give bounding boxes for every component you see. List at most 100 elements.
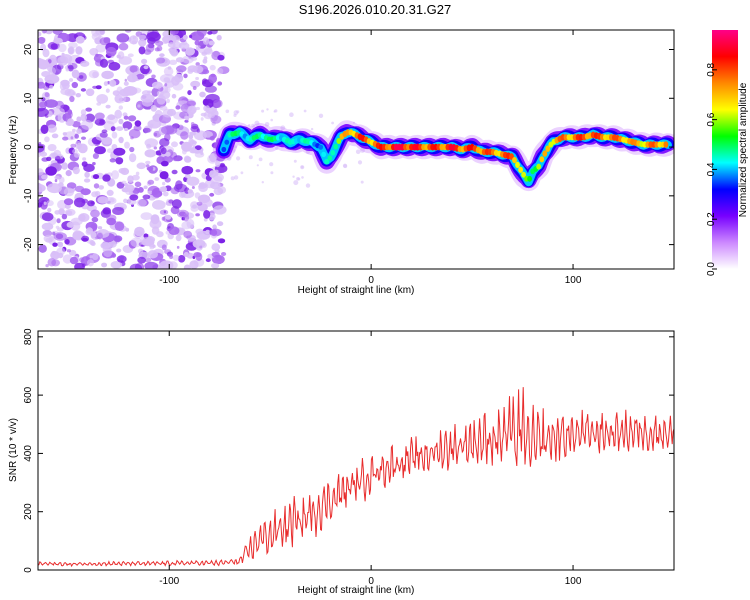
noise-blob bbox=[138, 46, 146, 55]
ridge-cell bbox=[318, 144, 324, 150]
x-tick-label: -100 bbox=[159, 275, 179, 286]
noise-blob bbox=[142, 194, 151, 200]
noise-blob bbox=[54, 155, 61, 163]
noise-blob bbox=[143, 65, 149, 70]
noise-blob bbox=[94, 146, 106, 155]
noise-blob bbox=[179, 191, 186, 198]
noise-blob bbox=[123, 86, 138, 96]
noise-blob bbox=[95, 85, 102, 90]
noise-blob bbox=[58, 43, 67, 53]
noise-blob bbox=[106, 217, 117, 226]
noise-blob bbox=[116, 33, 130, 43]
noise-blob bbox=[72, 92, 76, 96]
noise-blob bbox=[192, 65, 204, 74]
noise-blob bbox=[178, 42, 190, 50]
noise-blob bbox=[44, 92, 50, 98]
noise-blob bbox=[52, 242, 58, 247]
noise-blob bbox=[195, 245, 203, 251]
noise-blob bbox=[204, 85, 217, 93]
noise-blob bbox=[92, 174, 100, 180]
noise-blob bbox=[161, 125, 175, 135]
noise-blob bbox=[182, 34, 188, 40]
noise-blob bbox=[70, 136, 74, 140]
noise-blob bbox=[201, 69, 210, 75]
ridge-cell bbox=[330, 150, 336, 156]
noise-blob bbox=[94, 112, 105, 120]
noise-blob bbox=[360, 180, 364, 184]
ridge-cell bbox=[663, 141, 669, 148]
x-tick-label: 0 bbox=[368, 275, 374, 286]
noise-blob bbox=[102, 207, 111, 215]
colorbar: 0.0 0.2 0.4 0.6 0.8 Normalized spectral ampl… bbox=[706, 30, 749, 276]
noise-blob bbox=[195, 46, 200, 51]
noise-blob bbox=[184, 115, 189, 120]
noise-blob bbox=[54, 210, 60, 215]
noise-blob bbox=[124, 30, 132, 33]
noise-blob bbox=[261, 181, 264, 184]
noise-blob bbox=[136, 199, 147, 207]
signal-ridge bbox=[212, 120, 674, 192]
noise-blob bbox=[193, 252, 202, 258]
noise-blob bbox=[55, 225, 60, 229]
noise-blob bbox=[95, 44, 107, 53]
noise-blob bbox=[183, 264, 191, 269]
noise-blob bbox=[122, 121, 133, 130]
noise-blob bbox=[47, 258, 57, 267]
noise-blob bbox=[51, 133, 59, 139]
noise-blob bbox=[124, 184, 135, 193]
noise-blob bbox=[63, 187, 75, 197]
noise-blob bbox=[194, 192, 201, 199]
noise-blob bbox=[75, 46, 83, 55]
noise-blob bbox=[137, 256, 146, 264]
ridge-cell bbox=[224, 139, 230, 145]
noise-blob bbox=[190, 80, 201, 88]
ridge-cell bbox=[542, 150, 548, 157]
noise-blob bbox=[212, 224, 217, 230]
noise-blob bbox=[150, 214, 160, 225]
noise-blob bbox=[221, 252, 227, 256]
noise-blob bbox=[151, 187, 162, 198]
noise-blob bbox=[154, 47, 160, 52]
noise-blob bbox=[57, 243, 64, 248]
x-tick-label: 0 bbox=[368, 576, 374, 587]
noise-blob bbox=[110, 261, 123, 269]
noise-blob bbox=[136, 162, 147, 170]
noise-blob bbox=[68, 42, 78, 49]
y-tick-label: -20 bbox=[23, 237, 34, 252]
noise-blob bbox=[216, 67, 224, 75]
noise-blob bbox=[162, 181, 166, 186]
noise-blob bbox=[156, 231, 164, 238]
noise-blob bbox=[96, 94, 109, 104]
noise-blob bbox=[200, 117, 204, 121]
noise-blob bbox=[134, 226, 145, 237]
noise-blob bbox=[215, 255, 223, 262]
noise-blob bbox=[38, 168, 44, 176]
noise-blob bbox=[78, 213, 90, 222]
noise-blob bbox=[273, 110, 276, 113]
noise-blob bbox=[96, 232, 103, 240]
ridge-cell bbox=[336, 138, 342, 144]
noise-blob bbox=[105, 88, 110, 93]
noise-blob bbox=[140, 212, 153, 221]
noise-blob bbox=[124, 141, 130, 149]
noise-blob bbox=[184, 119, 189, 123]
noise-blob bbox=[92, 162, 96, 166]
noise-blob bbox=[84, 171, 90, 178]
noise-blob bbox=[280, 125, 286, 131]
noise-blob bbox=[72, 230, 83, 240]
noise-blob bbox=[172, 34, 181, 43]
noise-blob bbox=[181, 165, 194, 175]
noise-blob bbox=[149, 123, 154, 128]
ridge-cell bbox=[221, 146, 227, 153]
noise-blob bbox=[109, 158, 116, 163]
ridge-cell bbox=[333, 143, 339, 150]
noise-blob bbox=[176, 65, 187, 73]
noise-blob bbox=[240, 171, 244, 175]
noise-blob bbox=[85, 88, 95, 97]
ridge-cell bbox=[539, 156, 545, 163]
noise-blob bbox=[150, 104, 157, 112]
noise-blob bbox=[182, 55, 194, 64]
noise-blob bbox=[65, 210, 73, 216]
noise-blob bbox=[204, 199, 213, 207]
